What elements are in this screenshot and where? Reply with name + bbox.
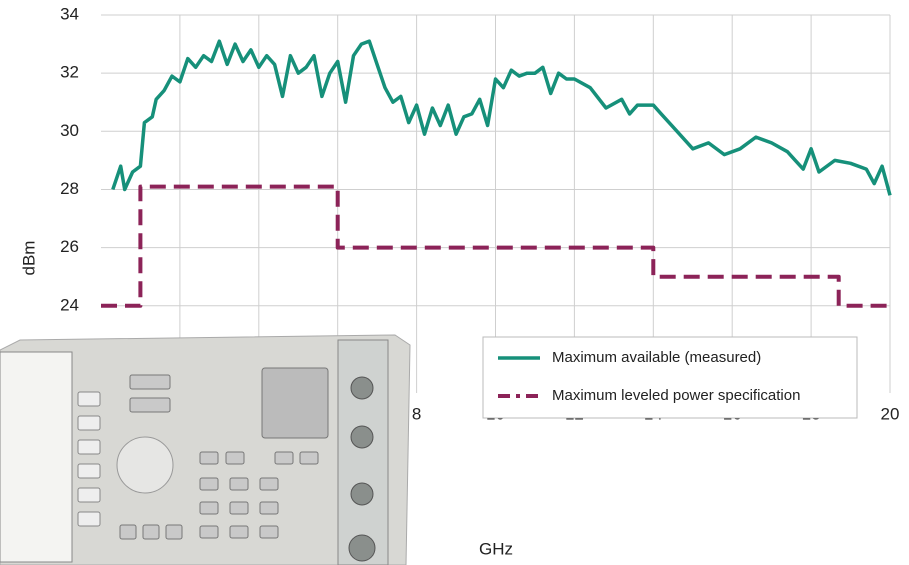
- knob: [117, 437, 173, 493]
- connector-panel: [338, 340, 388, 565]
- y-tick-label: 32: [60, 63, 79, 82]
- legend: Maximum available (measured) Maximum leve…: [483, 337, 857, 418]
- x-tick-label: 20: [881, 404, 900, 423]
- measured-line: [113, 41, 890, 195]
- y-axis-label: dBm: [19, 241, 38, 276]
- instrument-screen: [0, 352, 72, 562]
- y-tick-label: 34: [60, 4, 79, 23]
- y-tick-label: 28: [60, 179, 79, 198]
- legend-label: Maximum available (measured): [552, 349, 761, 366]
- x-axis-label: GHz: [479, 539, 513, 558]
- y-tick-label: 24: [60, 295, 79, 314]
- legend-label: Maximum leveled power specification: [552, 387, 800, 404]
- y-tick-label: 26: [60, 237, 79, 256]
- y-tick-label: 30: [60, 121, 79, 140]
- chart: dBm 2426283032342468101214161820 GHz Max…: [0, 0, 909, 565]
- instrument-photo: [0, 335, 410, 565]
- x-tick-label: 8: [412, 404, 421, 423]
